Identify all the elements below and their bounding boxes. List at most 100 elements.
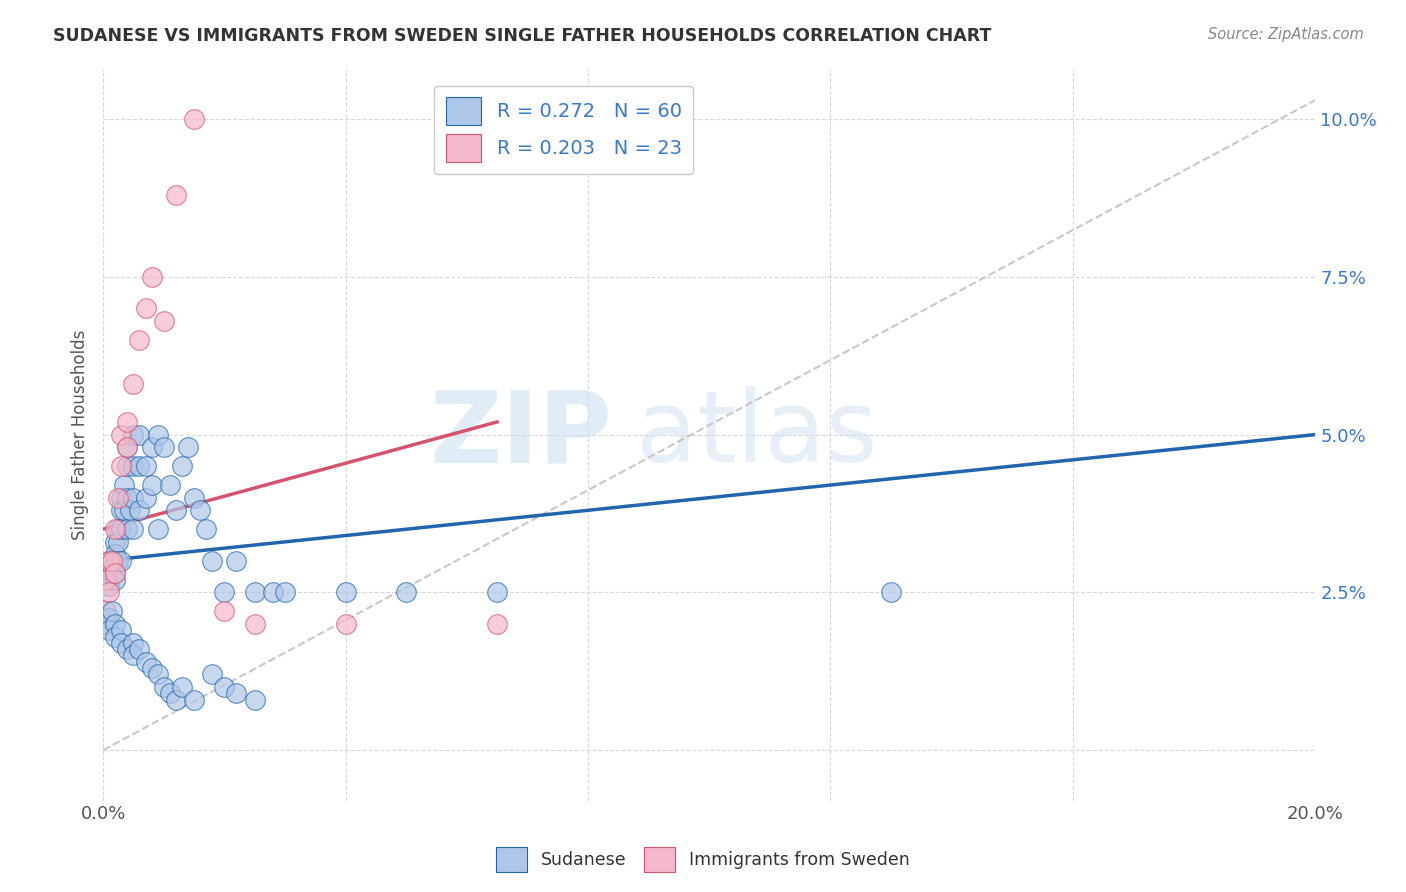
Point	[165, 692, 187, 706]
Point	[214, 680, 236, 694]
Point	[165, 187, 187, 202]
Point	[335, 585, 357, 599]
Point	[183, 112, 205, 126]
Point	[107, 522, 129, 536]
Point	[135, 491, 157, 505]
Point	[104, 548, 127, 562]
Point	[122, 648, 145, 663]
Point	[122, 491, 145, 505]
Point	[112, 478, 135, 492]
Point	[117, 440, 139, 454]
Point	[128, 333, 150, 347]
Point	[146, 427, 169, 442]
Point	[243, 616, 266, 631]
Point	[104, 566, 127, 581]
Point	[122, 459, 145, 474]
Point	[177, 440, 200, 454]
Point	[117, 491, 139, 505]
Point	[201, 554, 224, 568]
Point	[122, 377, 145, 392]
Point	[101, 604, 124, 618]
Point	[110, 491, 132, 505]
Point	[96, 604, 118, 618]
Text: SUDANESE VS IMMIGRANTS FROM SWEDEN SINGLE FATHER HOUSEHOLDS CORRELATION CHART: SUDANESE VS IMMIGRANTS FROM SWEDEN SINGL…	[53, 27, 991, 45]
Point	[170, 680, 193, 694]
Point	[141, 478, 163, 492]
Point	[110, 554, 132, 568]
Point	[128, 503, 150, 517]
Point	[104, 522, 127, 536]
Point	[262, 585, 284, 599]
Point	[117, 522, 139, 536]
Point	[201, 667, 224, 681]
Point	[395, 585, 418, 599]
Point	[101, 554, 124, 568]
Point	[335, 616, 357, 631]
Point	[243, 585, 266, 599]
Point	[243, 692, 266, 706]
Point	[128, 427, 150, 442]
Point	[880, 585, 903, 599]
Point	[107, 554, 129, 568]
Point	[195, 522, 218, 536]
Point	[135, 301, 157, 316]
Point	[141, 440, 163, 454]
Point	[117, 440, 139, 454]
Point	[98, 560, 121, 574]
Point	[98, 610, 121, 624]
Point	[101, 560, 124, 574]
Point	[141, 661, 163, 675]
Point	[146, 667, 169, 681]
Point	[159, 686, 181, 700]
Y-axis label: Single Father Households: Single Father Households	[72, 329, 89, 540]
Text: Source: ZipAtlas.com: Source: ZipAtlas.com	[1208, 27, 1364, 42]
Legend: R = 0.272   N = 60, R = 0.203   N = 23: R = 0.272 N = 60, R = 0.203 N = 23	[434, 86, 693, 174]
Point	[486, 585, 509, 599]
Point	[98, 585, 121, 599]
Point	[274, 585, 297, 599]
Point	[188, 503, 211, 517]
Point	[96, 573, 118, 587]
Point	[104, 573, 127, 587]
Point	[96, 573, 118, 587]
Point	[96, 566, 118, 581]
Point	[183, 692, 205, 706]
Point	[96, 616, 118, 631]
Point	[104, 566, 127, 581]
Point	[117, 459, 139, 474]
Point	[117, 415, 139, 429]
Point	[104, 534, 127, 549]
Point	[128, 642, 150, 657]
Point	[98, 566, 121, 581]
Point	[152, 440, 174, 454]
Point	[110, 624, 132, 638]
Point	[101, 566, 124, 581]
Point	[225, 686, 247, 700]
Point	[170, 459, 193, 474]
Point	[98, 554, 121, 568]
Point	[122, 522, 145, 536]
Point	[98, 573, 121, 587]
Point	[107, 534, 129, 549]
Point	[135, 459, 157, 474]
Point	[110, 503, 132, 517]
Point	[128, 459, 150, 474]
Point	[152, 680, 174, 694]
Point	[141, 269, 163, 284]
Point	[214, 604, 236, 618]
Point	[214, 585, 236, 599]
Text: atlas: atlas	[637, 386, 879, 483]
Point	[98, 579, 121, 593]
Point	[135, 655, 157, 669]
Point	[165, 503, 187, 517]
Point	[486, 616, 509, 631]
Point	[122, 427, 145, 442]
Point	[122, 636, 145, 650]
Point	[104, 554, 127, 568]
Point	[110, 636, 132, 650]
Point	[98, 624, 121, 638]
Point	[107, 491, 129, 505]
Point	[104, 630, 127, 644]
Text: ZIP: ZIP	[429, 386, 612, 483]
Point	[146, 522, 169, 536]
